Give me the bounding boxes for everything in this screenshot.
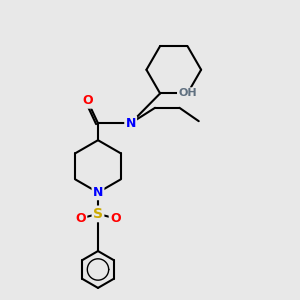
Text: O: O — [75, 212, 86, 225]
Text: N: N — [125, 117, 136, 130]
Text: OH: OH — [178, 88, 197, 98]
Text: S: S — [93, 207, 103, 221]
Text: O: O — [110, 212, 121, 225]
Text: O: O — [82, 94, 93, 107]
Text: N: N — [93, 186, 103, 199]
